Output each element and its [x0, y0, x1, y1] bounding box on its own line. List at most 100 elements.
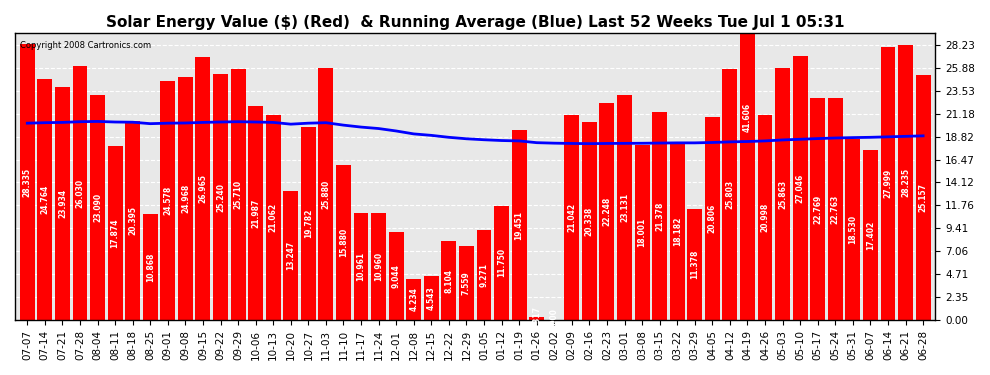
Bar: [705, 117, 720, 320]
Text: 10.961: 10.961: [356, 252, 365, 281]
Text: 10.960: 10.960: [374, 252, 383, 281]
Bar: [231, 69, 246, 320]
Bar: [125, 121, 141, 320]
Text: 28.235: 28.235: [901, 168, 910, 197]
Bar: [195, 57, 211, 320]
Bar: [283, 191, 298, 320]
Text: 27.999: 27.999: [883, 169, 892, 198]
Bar: [845, 140, 860, 320]
Text: 19.782: 19.782: [304, 209, 313, 238]
Bar: [72, 66, 87, 320]
Bar: [600, 103, 615, 320]
Text: 19.451: 19.451: [515, 211, 524, 240]
Text: 25.803: 25.803: [726, 180, 735, 209]
Text: 28.335: 28.335: [23, 167, 32, 196]
Bar: [476, 230, 491, 320]
Bar: [371, 213, 386, 320]
Bar: [512, 130, 527, 320]
Bar: [793, 57, 808, 320]
Text: 22.248: 22.248: [603, 197, 612, 226]
Text: 22.763: 22.763: [831, 195, 840, 224]
Text: 17.874: 17.874: [111, 218, 120, 248]
Text: 27.046: 27.046: [796, 174, 805, 203]
Text: 25.880: 25.880: [322, 179, 331, 209]
Bar: [459, 246, 474, 320]
Text: 21.987: 21.987: [251, 198, 260, 228]
Bar: [863, 150, 878, 320]
Text: 25.240: 25.240: [216, 183, 225, 212]
Text: 20.998: 20.998: [760, 203, 769, 232]
Bar: [898, 45, 913, 320]
Bar: [828, 98, 842, 320]
Text: 18.001: 18.001: [638, 218, 646, 247]
Text: 24.968: 24.968: [181, 184, 190, 213]
Bar: [301, 127, 316, 320]
Bar: [389, 232, 404, 320]
Bar: [20, 44, 35, 320]
Bar: [530, 317, 544, 320]
Text: 9.044: 9.044: [392, 264, 401, 288]
Bar: [265, 115, 281, 320]
Text: 23.934: 23.934: [58, 189, 67, 218]
Bar: [635, 145, 649, 320]
Bar: [55, 87, 70, 320]
Text: 21.042: 21.042: [567, 203, 576, 232]
Bar: [319, 68, 334, 320]
Text: 10.868: 10.868: [146, 252, 154, 282]
Text: 0.317: 0.317: [533, 306, 542, 330]
Bar: [880, 47, 895, 320]
Text: 18.530: 18.530: [848, 215, 857, 244]
Text: 25.863: 25.863: [778, 180, 787, 209]
Text: 15.880: 15.880: [339, 228, 347, 257]
Bar: [248, 106, 263, 320]
Bar: [494, 206, 509, 320]
Text: 25.157: 25.157: [919, 183, 928, 212]
Text: 17.402: 17.402: [866, 220, 875, 250]
Text: 23.090: 23.090: [93, 193, 102, 222]
Bar: [143, 214, 157, 320]
Text: 8.104: 8.104: [445, 268, 453, 292]
Text: 20.395: 20.395: [128, 206, 138, 235]
Bar: [353, 213, 368, 320]
Bar: [775, 68, 790, 320]
Text: 4.234: 4.234: [409, 288, 418, 311]
Text: Copyright 2008 Cartronics.com: Copyright 2008 Cartronics.com: [20, 41, 150, 50]
Bar: [564, 115, 579, 320]
Text: 20.338: 20.338: [585, 206, 594, 236]
Bar: [617, 94, 632, 320]
Bar: [160, 81, 175, 320]
Bar: [442, 241, 456, 320]
Text: 24.578: 24.578: [163, 186, 172, 215]
Bar: [582, 122, 597, 320]
Bar: [424, 276, 439, 320]
Text: 20.806: 20.806: [708, 204, 717, 233]
Text: 22.769: 22.769: [813, 195, 823, 224]
Bar: [38, 79, 52, 320]
Text: 9.271: 9.271: [479, 263, 488, 287]
Bar: [723, 69, 738, 320]
Text: 26.030: 26.030: [75, 178, 84, 208]
Bar: [757, 116, 772, 320]
Text: 7.559: 7.559: [462, 272, 471, 295]
Bar: [916, 75, 931, 320]
Bar: [740, 0, 755, 320]
Bar: [687, 209, 702, 320]
Text: 0.000: 0.000: [549, 308, 558, 332]
Text: 11.750: 11.750: [497, 248, 506, 278]
Text: 41.606: 41.606: [742, 103, 752, 132]
Text: 21.378: 21.378: [655, 201, 664, 231]
Bar: [108, 146, 123, 320]
Text: 11.378: 11.378: [690, 250, 699, 279]
Title: Solar Energy Value ($) (Red)  & Running Average (Blue) Last 52 Weeks Tue Jul 1 0: Solar Energy Value ($) (Red) & Running A…: [106, 15, 844, 30]
Bar: [178, 77, 193, 320]
Text: 13.247: 13.247: [286, 241, 295, 270]
Bar: [669, 143, 685, 320]
Bar: [90, 95, 105, 320]
Text: 24.764: 24.764: [41, 185, 50, 214]
Text: 21.062: 21.062: [268, 203, 278, 232]
Text: 18.182: 18.182: [672, 217, 682, 246]
Text: 26.965: 26.965: [198, 174, 208, 203]
Text: 4.543: 4.543: [427, 286, 436, 310]
Bar: [336, 165, 350, 320]
Bar: [213, 74, 228, 320]
